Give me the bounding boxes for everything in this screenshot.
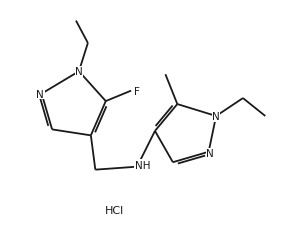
Text: NH: NH (135, 160, 150, 170)
Text: HCl: HCl (105, 205, 124, 215)
Text: N: N (75, 67, 83, 77)
Text: N: N (36, 89, 44, 99)
Text: F: F (134, 86, 140, 96)
Text: N: N (212, 111, 220, 121)
Text: N: N (206, 149, 214, 158)
